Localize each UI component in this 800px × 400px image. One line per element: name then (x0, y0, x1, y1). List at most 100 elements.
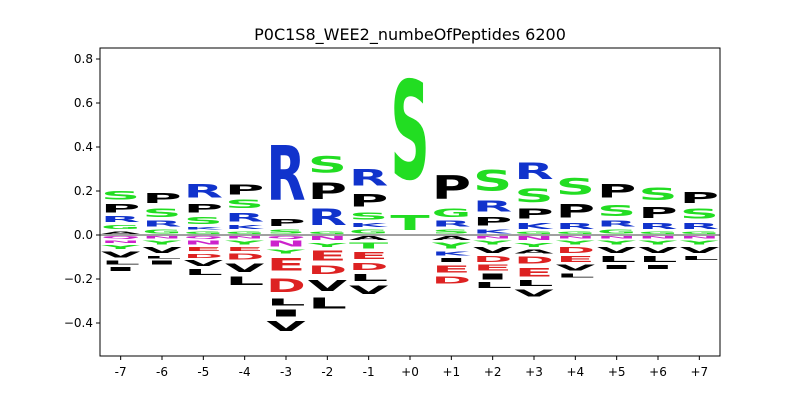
logo-letter-Y: Y (679, 239, 720, 246)
logo-letter-E: E (514, 266, 553, 279)
logo-letter-N: N (638, 235, 677, 239)
logo-letter-V: V (184, 259, 223, 268)
logo-letter-K: K (349, 222, 388, 229)
logo-letter-R: R (225, 211, 264, 224)
logo-letter-D: D (556, 246, 595, 255)
logo-letter-S: S (184, 216, 223, 227)
logo-letter-P: P (556, 200, 595, 222)
logo-letter-N: N (184, 239, 223, 246)
x-tick-label: +6 (649, 365, 667, 379)
logo-letter-K: K (184, 226, 223, 230)
logo-letter-R: R (556, 222, 595, 231)
logo-letter-A: A (514, 248, 553, 255)
logo-letter-V: V (473, 246, 512, 255)
logo-letter-I: I (266, 308, 305, 319)
x-tick-label: +4 (566, 365, 584, 379)
logo-letter-S: S (432, 229, 471, 236)
x-axis: -7 -6 -5 -4 -3 -2 -1 +0 +1 +2 +3 +4 +5 +6 +7 (115, 356, 708, 379)
logo-letter-Y: Y (265, 248, 306, 255)
logo-letter-S: S (638, 185, 677, 205)
logo-letter-E: E (349, 250, 388, 261)
logo-letter-V: V (597, 246, 636, 255)
logo-letter-V: V (349, 283, 389, 296)
logo-letter-I: I (432, 257, 471, 264)
logo-letter-Y: Y (596, 239, 637, 246)
logo-letter-L: L (101, 259, 140, 266)
logo-letter-L: L (680, 255, 719, 262)
logo-letter-N: N (597, 235, 636, 239)
logo-letter-G: G (638, 231, 677, 235)
logo-letter-D: D (432, 275, 471, 286)
logo-letter-L: L (473, 281, 512, 290)
x-tick-label: -1 (363, 365, 375, 379)
logo-letter-R: R (142, 220, 181, 229)
logo-letter-K: K (432, 251, 471, 258)
logo-letter-Y: Y (307, 242, 348, 249)
x-tick-label: +2 (484, 365, 502, 379)
logo-letter-E: E (556, 255, 595, 264)
x-tick-label: +7 (690, 365, 708, 379)
logo-letter-R: R (349, 165, 388, 191)
logo-letter-L: L (225, 275, 264, 288)
logo-letter-G: G (101, 224, 140, 231)
logo-letter-G: G (225, 231, 264, 235)
logo-letter-Y: Y (637, 239, 678, 246)
logo-letter-R: R (473, 198, 512, 216)
logo-letter-P: P (142, 191, 181, 206)
logo-letter-Q: Q (101, 235, 140, 239)
logo-letter-T: T (349, 242, 388, 251)
logo-letter-G: G (184, 231, 223, 235)
y-tick-label: −0.2 (64, 272, 93, 286)
y-tick-label: −0.4 (64, 316, 93, 330)
logo-letter-P: P (432, 170, 471, 207)
logo-letter-G: G (432, 207, 471, 220)
logo-letter-Y: Y (472, 239, 513, 246)
logo-letter-V: V (225, 261, 265, 274)
y-tick-label: 0.6 (74, 96, 93, 110)
logo-letter-E: E (266, 255, 305, 275)
logo-letters: AGRPSQNYVLIGRSPNYVLIGKSPRQNEDVLGKRSPNYED… (100, 54, 719, 334)
logo-letter-E: E (432, 264, 471, 275)
logo-letter-S: S (680, 207, 719, 222)
logo-letter-P: P (597, 181, 636, 203)
logo-letter-Y: Y (141, 239, 182, 246)
logo-letter-V: V (266, 319, 306, 334)
logo-letter-Q: Q (184, 235, 223, 239)
logo-letter-I: I (473, 272, 512, 281)
logo-letter-R: R (432, 220, 471, 229)
logo-letter-S: S (473, 165, 512, 197)
logo-letter-A: A (432, 235, 471, 242)
logo-letter-I: I (142, 259, 181, 266)
x-tick-label: -6 (156, 365, 168, 379)
logo-letter-L: L (597, 255, 636, 264)
logo-letter-E: E (225, 246, 264, 253)
x-tick-label: +1 (442, 365, 460, 379)
logo-letter-N: N (266, 239, 305, 248)
logo-letter-P: P (101, 202, 140, 215)
logo-letter-I: I (597, 264, 636, 271)
logo-letter-L: L (184, 268, 223, 277)
logo-letter-Q: Q (266, 235, 305, 239)
logo-letter-P: P (514, 207, 553, 222)
x-tick-label: +0 (401, 365, 419, 379)
logo-letter-L: L (638, 255, 677, 264)
logo-letter-L: L (266, 297, 305, 308)
y-tick-label: 0.8 (74, 52, 93, 66)
logo-letter-Y: Y (224, 239, 265, 246)
logo-letter-S: S (101, 189, 140, 202)
logo-letter-R: R (638, 222, 677, 231)
logo-letter-N: N (142, 235, 181, 239)
logo-letter-D: D (266, 275, 305, 296)
logo-letter-N: N (225, 235, 264, 239)
logo-letter-V: V (101, 250, 140, 259)
logo-letter-Y: Y (513, 242, 554, 249)
logo-letter-I: I (101, 266, 140, 273)
x-tick-label: -2 (321, 365, 333, 379)
logo-letter-S: S (308, 151, 347, 178)
logo-letter-R: R (184, 180, 223, 202)
logo-letter-Y: Y (100, 244, 141, 251)
chart-title: P0C1S8_WEE2_numbeOfPeptides 6200 (254, 25, 566, 45)
logo-letter-T: T (390, 211, 430, 235)
x-tick-label: -3 (280, 365, 292, 379)
